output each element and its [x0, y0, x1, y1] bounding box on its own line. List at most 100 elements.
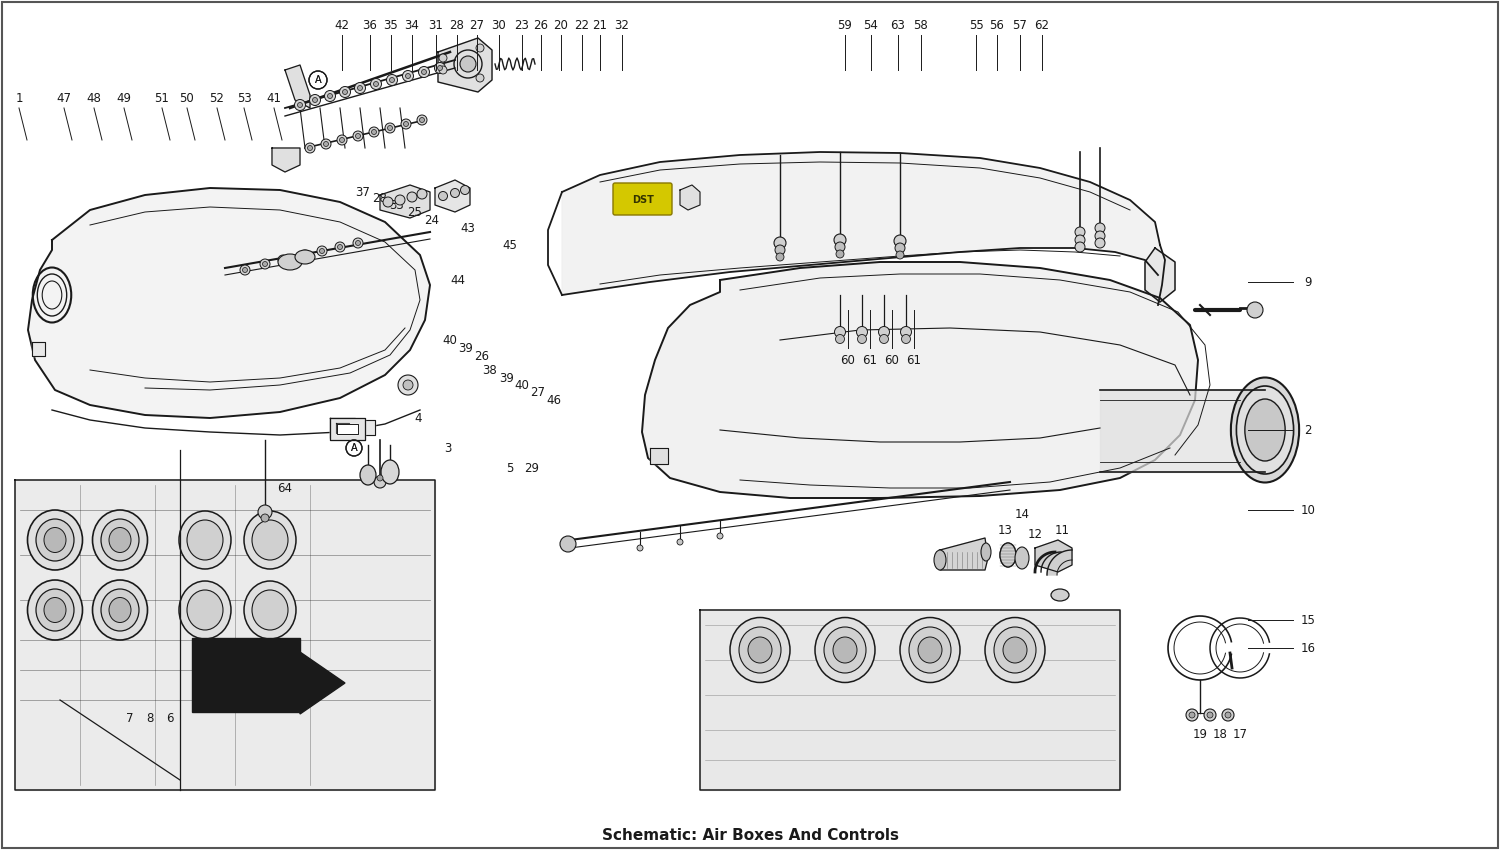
Text: 39: 39 — [459, 342, 474, 354]
Polygon shape — [192, 638, 300, 712]
Polygon shape — [1144, 248, 1174, 302]
Circle shape — [372, 129, 376, 134]
Text: 35: 35 — [384, 19, 399, 31]
Text: 38: 38 — [483, 364, 498, 377]
Circle shape — [402, 71, 414, 82]
Circle shape — [303, 252, 307, 258]
Circle shape — [324, 141, 328, 146]
Text: 53: 53 — [237, 92, 252, 105]
Polygon shape — [32, 342, 45, 356]
Text: 56: 56 — [990, 19, 1005, 31]
Circle shape — [357, 86, 363, 90]
Circle shape — [404, 380, 412, 390]
Circle shape — [261, 514, 268, 522]
Ellipse shape — [278, 254, 302, 270]
Ellipse shape — [934, 550, 946, 570]
Text: A: A — [315, 75, 321, 85]
Text: 62: 62 — [1035, 19, 1050, 31]
Circle shape — [435, 63, 445, 73]
Polygon shape — [338, 424, 358, 434]
Circle shape — [460, 56, 476, 72]
Ellipse shape — [178, 511, 231, 569]
Circle shape — [327, 94, 333, 99]
Circle shape — [308, 145, 312, 150]
Text: 47: 47 — [57, 92, 72, 105]
Circle shape — [1190, 712, 1196, 718]
Text: Schematic: Air Boxes And Controls: Schematic: Air Boxes And Controls — [602, 828, 898, 842]
Circle shape — [405, 73, 411, 78]
Ellipse shape — [93, 580, 147, 640]
Ellipse shape — [110, 528, 130, 552]
Ellipse shape — [748, 637, 772, 663]
Text: 22: 22 — [574, 19, 590, 31]
Circle shape — [280, 258, 285, 263]
Polygon shape — [940, 538, 988, 570]
Circle shape — [776, 245, 784, 255]
Circle shape — [476, 74, 484, 82]
Circle shape — [1222, 709, 1234, 721]
Circle shape — [638, 545, 644, 551]
Text: 46: 46 — [546, 394, 561, 406]
FancyBboxPatch shape — [614, 183, 672, 215]
Circle shape — [356, 133, 360, 139]
Ellipse shape — [27, 580, 82, 640]
Polygon shape — [300, 652, 345, 714]
Circle shape — [297, 103, 303, 107]
Text: 29: 29 — [525, 462, 540, 474]
Text: 21: 21 — [592, 19, 608, 31]
Text: 61: 61 — [862, 354, 877, 366]
Text: 26: 26 — [474, 349, 489, 362]
Text: A: A — [315, 75, 321, 85]
Circle shape — [676, 539, 682, 545]
Polygon shape — [28, 188, 430, 418]
Text: 39: 39 — [500, 371, 514, 384]
Text: 40: 40 — [514, 378, 529, 392]
Ellipse shape — [986, 617, 1046, 683]
Circle shape — [260, 259, 270, 269]
Text: 23: 23 — [514, 19, 529, 31]
Circle shape — [387, 126, 393, 131]
Polygon shape — [360, 420, 375, 435]
Polygon shape — [336, 423, 350, 433]
Circle shape — [240, 265, 250, 275]
Circle shape — [834, 326, 846, 337]
Circle shape — [417, 115, 428, 125]
Circle shape — [339, 87, 351, 98]
Ellipse shape — [1000, 543, 1016, 567]
Circle shape — [309, 94, 321, 105]
Polygon shape — [700, 610, 1120, 790]
Text: 49: 49 — [117, 92, 132, 105]
Ellipse shape — [188, 520, 224, 560]
Text: 7: 7 — [126, 711, 134, 724]
Text: 51: 51 — [154, 92, 170, 105]
Ellipse shape — [296, 250, 315, 264]
Text: 44: 44 — [450, 274, 465, 286]
Circle shape — [320, 248, 324, 253]
Ellipse shape — [1232, 377, 1299, 483]
Text: 64: 64 — [278, 481, 292, 495]
Text: 27: 27 — [470, 19, 484, 31]
Circle shape — [476, 44, 484, 52]
Ellipse shape — [1000, 543, 1016, 567]
Polygon shape — [438, 38, 492, 92]
Circle shape — [1095, 223, 1106, 233]
Circle shape — [440, 66, 447, 74]
Circle shape — [386, 123, 394, 133]
Circle shape — [419, 66, 429, 77]
Text: 13: 13 — [998, 524, 1012, 536]
Text: 6: 6 — [166, 711, 174, 724]
Text: 17: 17 — [1233, 728, 1248, 741]
Circle shape — [836, 242, 844, 252]
Text: 4: 4 — [414, 411, 422, 424]
Circle shape — [338, 245, 342, 250]
Circle shape — [894, 235, 906, 247]
Polygon shape — [380, 185, 430, 218]
Text: 16: 16 — [1300, 642, 1316, 654]
Ellipse shape — [100, 589, 140, 631]
Circle shape — [417, 189, 428, 199]
Text: 63: 63 — [891, 19, 906, 31]
Circle shape — [374, 82, 378, 87]
Circle shape — [258, 505, 272, 519]
Ellipse shape — [824, 627, 866, 673]
Text: 55: 55 — [969, 19, 984, 31]
